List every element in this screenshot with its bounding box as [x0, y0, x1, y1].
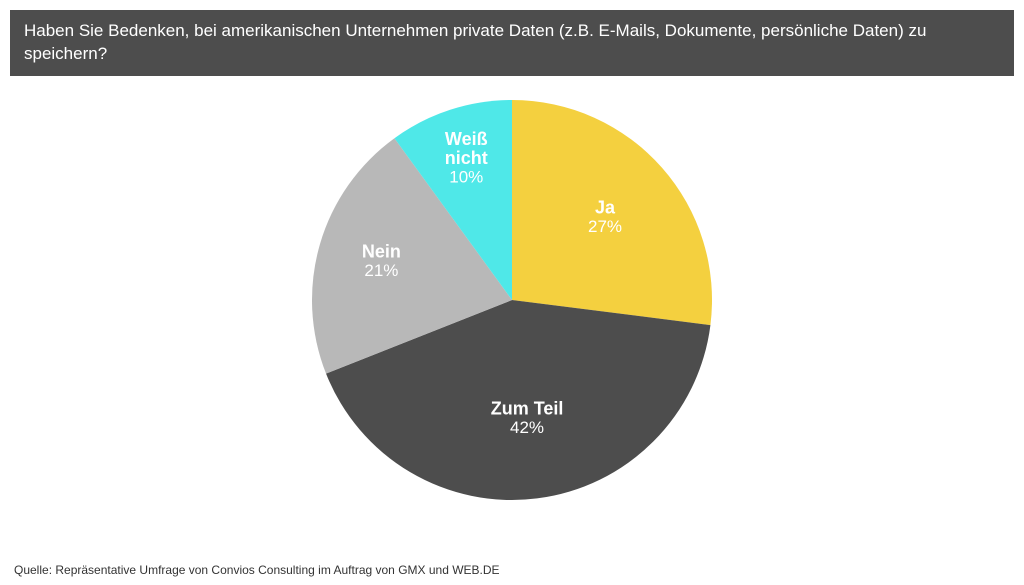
slice-percentage: 10% [449, 168, 483, 187]
slice-label: Zum Teil [491, 398, 564, 418]
pie-chart-container: Ja27% Zum Teil42% Nein21% Weißnicht10% [0, 90, 1024, 520]
slice-label: Weiß [445, 129, 488, 149]
slice-percentage: 42% [510, 418, 544, 437]
slice-label: Ja [595, 197, 616, 217]
slice-percentage: 21% [364, 261, 398, 280]
chart-title: Haben Sie Bedenken, bei amerikanischen U… [10, 10, 1014, 76]
slice-label: nicht [445, 148, 488, 168]
slice-label: Nein [362, 241, 401, 261]
pie-chart: Ja27% Zum Teil42% Nein21% Weißnicht10% [262, 90, 762, 520]
slice-percentage: 27% [588, 217, 622, 236]
